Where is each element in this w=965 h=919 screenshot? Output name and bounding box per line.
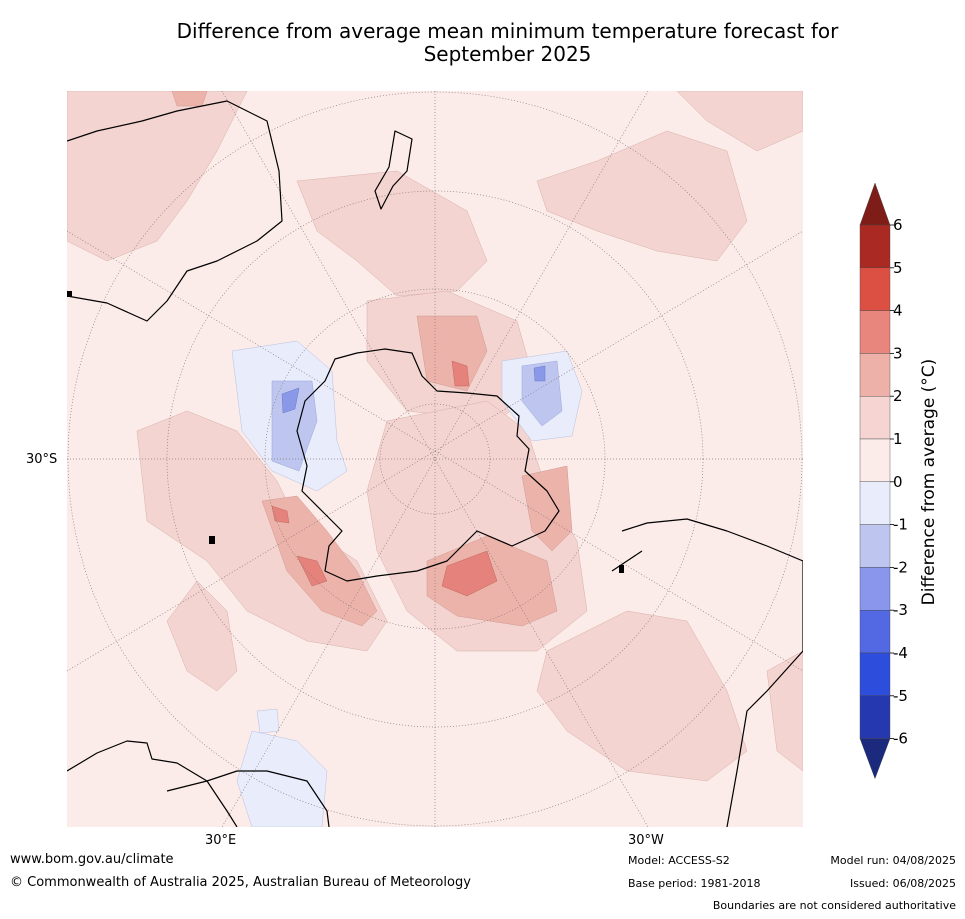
australia-coast bbox=[67, 100, 283, 322]
colorbar: 6 5 4 3 2 1 0 -1 -2 -3 -4 -5 -6 Difference from aver… bbox=[859, 182, 939, 780]
colorbar-band bbox=[859, 310, 891, 354]
disclaimer-text: Boundaries are not considered authoritat… bbox=[712, 899, 956, 912]
longitude-label-east: 30°E bbox=[205, 833, 237, 848]
colorbar-tick-label: -6 bbox=[893, 730, 908, 748]
colorbar-band bbox=[859, 353, 891, 397]
colorbar-ticks: 6 5 4 3 2 1 0 -1 -2 -3 -4 -5 -6 bbox=[890, 216, 908, 748]
title-line-1: Difference from average mean minimum tem… bbox=[176, 19, 839, 43]
colorbar-tick-label: 0 bbox=[893, 473, 903, 491]
longitude-label-west: 30°W bbox=[628, 833, 664, 848]
copyright-text: © Commonwealth of Australia 2025, Austra… bbox=[10, 875, 471, 890]
colorbar-band bbox=[859, 438, 891, 482]
new-zealand-coast bbox=[374, 130, 413, 210]
colorbar-tick-label: -3 bbox=[893, 601, 908, 619]
map-panel bbox=[67, 91, 803, 827]
graticule bbox=[67, 91, 803, 827]
issued-text: Issued: 06/08/2025 bbox=[849, 877, 956, 890]
model-text: Model: ACCESS-S2 bbox=[628, 854, 730, 867]
antarctica-coast bbox=[296, 348, 560, 582]
colorbar-tick-label: 4 bbox=[893, 302, 903, 320]
website-text: www.bom.gov.au/climate bbox=[10, 852, 174, 867]
colorbar-band bbox=[859, 567, 891, 611]
coastlines bbox=[67, 100, 803, 827]
africa-coast bbox=[67, 740, 238, 827]
colorbar-tick-label: 6 bbox=[893, 216, 903, 234]
colorbar-tick-label: 3 bbox=[893, 344, 903, 362]
colorbar-band bbox=[859, 182, 891, 226]
island-marks bbox=[67, 291, 624, 573]
colorbar-band bbox=[859, 652, 891, 696]
colorbar-label: Difference from average (°C) bbox=[919, 359, 939, 606]
colorbar-band bbox=[859, 395, 891, 440]
colorbar-band bbox=[859, 481, 891, 525]
colorbar-band bbox=[859, 224, 891, 268]
colorbar-tick-label: 1 bbox=[893, 430, 903, 448]
colorbar-tick-label: -1 bbox=[893, 516, 908, 534]
colorbar-tick-label: 2 bbox=[893, 387, 903, 405]
colorbar-band bbox=[859, 267, 891, 311]
colorbar-tick-label: -5 bbox=[893, 687, 908, 705]
colorbar-band bbox=[859, 738, 891, 780]
south-america-coast bbox=[611, 518, 803, 827]
anomaly-neg-2-3-regions bbox=[281, 365, 546, 414]
colorbar-band bbox=[859, 695, 891, 739]
title-line-2: September 2025 bbox=[423, 42, 592, 66]
colorbar-tick-label: -4 bbox=[893, 644, 908, 662]
colorbar-band bbox=[859, 524, 891, 568]
anomaly-3-4-regions bbox=[271, 360, 498, 597]
colorbar-tick-label: 5 bbox=[893, 259, 903, 277]
colorbar-bands bbox=[859, 182, 891, 780]
chart-title: Difference from average mean minimum tem… bbox=[0, 20, 965, 66]
colorbar-tick-label: -2 bbox=[893, 558, 908, 576]
model-run-text: Model run: 04/08/2025 bbox=[830, 854, 956, 867]
base-period-text: Base period: 1981-2018 bbox=[628, 877, 761, 890]
latitude-label: 30°S bbox=[26, 452, 58, 467]
colorbar-band bbox=[859, 610, 891, 654]
southern-africa-coast bbox=[166, 770, 330, 827]
